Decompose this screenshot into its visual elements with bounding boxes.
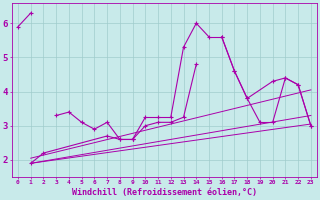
X-axis label: Windchill (Refroidissement éolien,°C): Windchill (Refroidissement éolien,°C) — [72, 188, 257, 197]
